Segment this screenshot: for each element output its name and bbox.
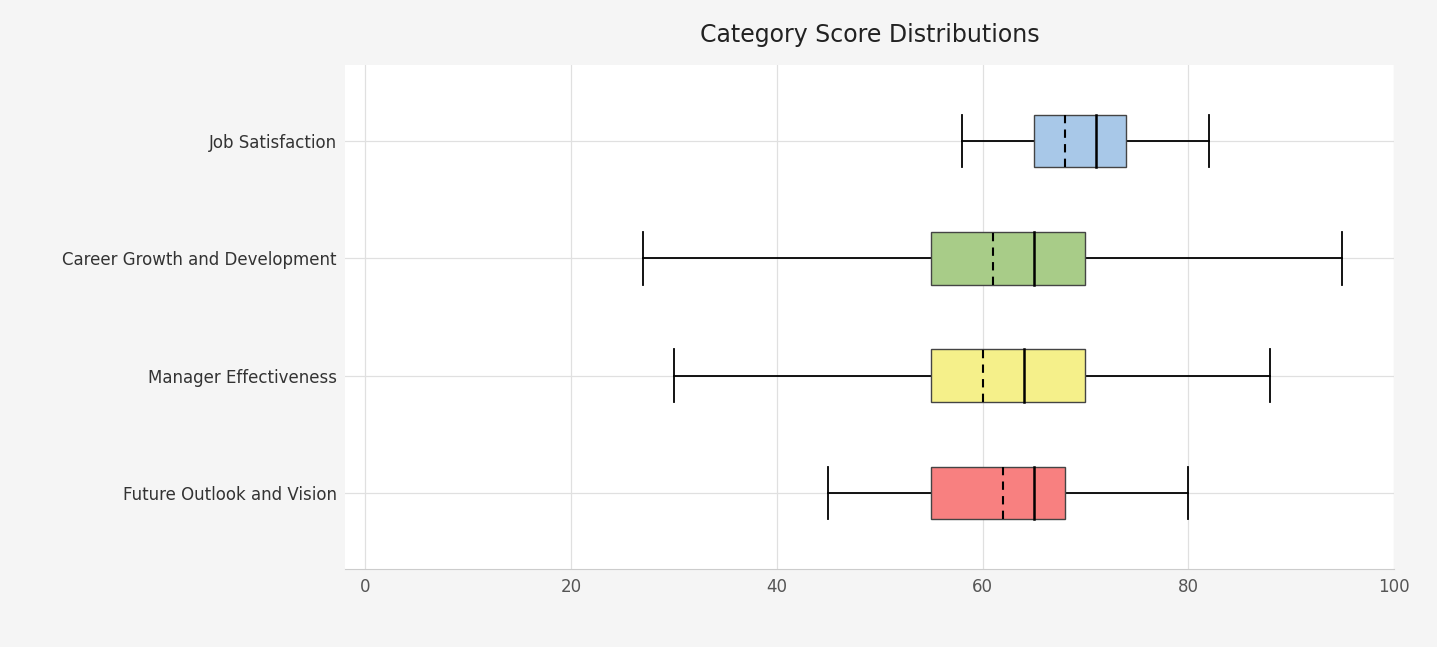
Bar (931, 466, 1065, 520)
Bar (931, 349, 1085, 402)
Bar (1035, 115, 1127, 168)
Title: Category Score Distributions: Category Score Distributions (700, 23, 1039, 47)
Bar (931, 232, 1085, 285)
